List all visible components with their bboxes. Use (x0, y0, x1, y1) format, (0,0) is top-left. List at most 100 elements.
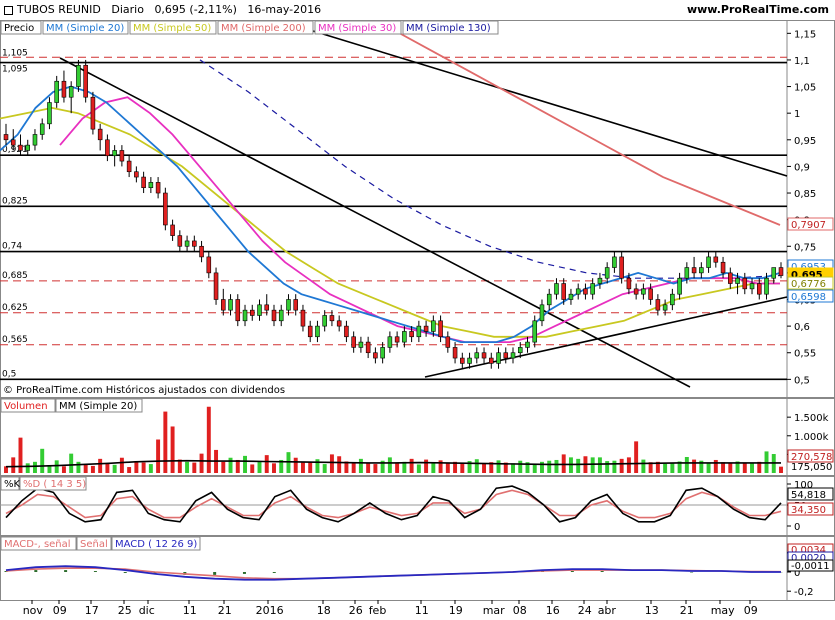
candle-body[interactable] (735, 277, 740, 284)
candle-body[interactable] (315, 325, 320, 338)
macd-signal-label-box[interactable] (0, 536, 77, 551)
volume-bar[interactable] (315, 459, 320, 473)
volume-bar[interactable] (431, 462, 436, 473)
candle-body[interactable] (293, 299, 298, 311)
volume-bar[interactable] (206, 406, 211, 473)
volume-bar[interactable] (119, 457, 124, 473)
volume-bar[interactable] (518, 460, 523, 473)
volume-bar[interactable] (358, 458, 363, 473)
candle-body[interactable] (619, 256, 624, 279)
volume-bar[interactable] (612, 460, 617, 473)
candle-body[interactable] (756, 283, 762, 295)
candle-body[interactable] (25, 144, 31, 151)
volume-bar[interactable] (61, 466, 66, 473)
volume-bar[interactable] (684, 456, 689, 473)
volume-bar[interactable] (11, 457, 16, 473)
candle-body[interactable] (184, 240, 190, 247)
candle-body[interactable] (61, 80, 67, 98)
candle-body[interactable] (626, 277, 632, 290)
candle-body[interactable] (590, 283, 595, 295)
volume-bar[interactable] (366, 463, 371, 473)
volume-bar[interactable] (779, 466, 783, 473)
volume-bar[interactable] (156, 439, 161, 474)
candle-body[interactable] (329, 315, 335, 322)
candle-body[interactable] (192, 240, 197, 247)
volume-bar[interactable] (373, 464, 378, 473)
candle-body[interactable] (112, 150, 117, 157)
volume-bar[interactable] (402, 461, 407, 473)
volume-bar[interactable] (532, 464, 537, 473)
candle-body[interactable] (221, 299, 226, 311)
volume-bar[interactable] (713, 459, 718, 473)
candle-body[interactable] (199, 245, 204, 258)
volume-bar[interactable] (4, 466, 8, 473)
volume-bar[interactable] (380, 460, 385, 473)
candle-body[interactable] (539, 304, 545, 322)
volume-bar[interactable] (460, 463, 465, 473)
volume-bar[interactable] (329, 454, 334, 473)
volume-bar[interactable] (264, 455, 269, 473)
volume-bar[interactable] (692, 459, 697, 473)
candle-body[interactable] (358, 341, 364, 348)
volume-bar[interactable] (351, 462, 356, 473)
candle-body[interactable] (554, 283, 559, 295)
candle-body[interactable] (141, 176, 146, 189)
volume-bar[interactable] (148, 464, 153, 473)
volume-bar[interactable] (626, 457, 631, 473)
candle-body[interactable] (431, 320, 436, 332)
volume-bar[interactable] (634, 441, 639, 473)
volume-bar[interactable] (127, 467, 132, 473)
ma-legend-box[interactable] (314, 20, 402, 35)
volume-bar[interactable] (272, 463, 276, 473)
candle-body[interactable] (47, 102, 52, 125)
candle-body[interactable] (119, 150, 125, 162)
candle-body[interactable] (452, 347, 458, 359)
stoch-d-legend-box[interactable] (19, 476, 87, 491)
candle-body[interactable] (546, 293, 552, 306)
volume-bar[interactable] (105, 463, 110, 473)
candle-body[interactable] (206, 256, 212, 274)
candle-body[interactable] (300, 309, 306, 327)
volume-bar[interactable] (199, 453, 204, 473)
candle-body[interactable] (575, 288, 581, 295)
volume-bar[interactable] (170, 426, 175, 473)
volume-bar[interactable] (409, 458, 414, 473)
ma-legend-box[interactable] (217, 20, 314, 35)
volume-bar[interactable] (387, 457, 392, 473)
candle-body[interactable] (351, 336, 356, 348)
volume-bar[interactable] (337, 456, 342, 473)
candle-body[interactable] (76, 64, 81, 87)
collapse-icon[interactable] (4, 5, 13, 15)
candle-body[interactable] (257, 304, 262, 316)
candle-body[interactable] (90, 96, 96, 130)
ma-legend-box[interactable] (402, 20, 499, 35)
candle-body[interactable] (489, 357, 494, 364)
price-label-box[interactable] (0, 20, 42, 35)
candle-body[interactable] (503, 352, 509, 359)
candle-body[interactable] (460, 357, 465, 364)
candle-body[interactable] (445, 336, 451, 348)
candle-body[interactable] (728, 272, 733, 284)
candle-body[interactable] (438, 320, 443, 338)
volume-bar[interactable] (257, 461, 262, 473)
candle-body[interactable] (380, 347, 385, 359)
volume-bar[interactable] (453, 461, 458, 473)
candle-body[interactable] (134, 171, 139, 178)
candle-body[interactable] (684, 267, 690, 279)
candle-body[interactable] (568, 293, 574, 300)
candle-body[interactable] (699, 267, 704, 274)
volume-bar[interactable] (467, 461, 472, 473)
volume-bar[interactable] (322, 464, 327, 473)
volume-bar[interactable] (134, 461, 139, 473)
volume-bar[interactable] (511, 463, 515, 473)
volume-bar[interactable] (416, 464, 421, 473)
volume-bar[interactable] (243, 455, 247, 473)
candle-body[interactable] (228, 299, 233, 311)
candle-body[interactable] (213, 272, 219, 300)
candle-body[interactable] (517, 347, 523, 354)
volume-bar[interactable] (221, 461, 226, 473)
volume-bar[interactable] (279, 459, 284, 473)
volume-bar[interactable] (344, 461, 349, 473)
candle-body[interactable] (170, 224, 175, 236)
candle-body[interactable] (235, 299, 241, 322)
